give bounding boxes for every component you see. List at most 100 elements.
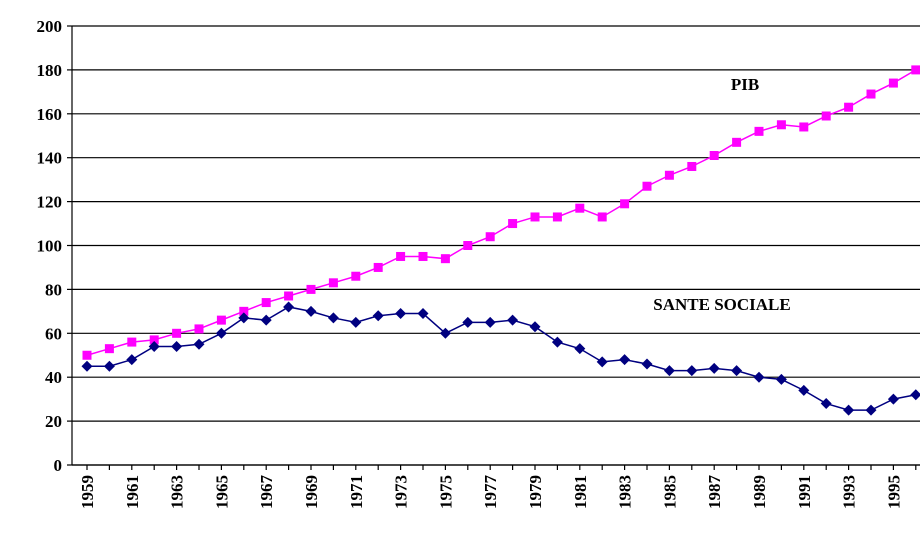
- marker: [171, 341, 182, 352]
- y-tick-label: 20: [45, 412, 62, 431]
- marker: [486, 232, 495, 241]
- x-tick-label: 1969: [302, 475, 321, 509]
- marker: [888, 394, 899, 405]
- marker: [843, 405, 854, 416]
- marker: [105, 344, 114, 353]
- marker: [866, 405, 877, 416]
- page: {"chart_data": {"type": "line", "categor…: [0, 0, 920, 541]
- marker: [530, 321, 541, 332]
- marker: [664, 365, 675, 376]
- marker: [910, 389, 920, 400]
- y-tick-label: 180: [37, 61, 63, 80]
- marker: [126, 354, 137, 365]
- x-tick-label: 1987: [705, 475, 724, 510]
- x-tick-label: 1989: [750, 475, 769, 509]
- x-tick-label: 1993: [840, 475, 859, 509]
- x-tick-label: 1981: [571, 475, 590, 509]
- marker: [194, 339, 205, 350]
- x-tick-label: 1963: [168, 475, 187, 509]
- chart: 0204060801001201401601802001959196119631…: [0, 0, 920, 541]
- marker: [462, 317, 473, 328]
- series-line: [87, 307, 916, 410]
- marker: [597, 356, 608, 367]
- marker: [799, 122, 808, 131]
- marker: [755, 127, 764, 136]
- marker: [172, 329, 181, 338]
- marker: [463, 241, 472, 250]
- marker: [643, 182, 652, 191]
- marker: [104, 361, 115, 372]
- marker: [328, 312, 339, 323]
- marker: [822, 111, 831, 120]
- x-tick-label: 1965: [212, 475, 231, 509]
- y-tick-label: 60: [45, 324, 62, 343]
- marker: [665, 171, 674, 180]
- marker: [195, 324, 204, 333]
- marker: [508, 219, 517, 228]
- y-tick-label: 160: [37, 105, 63, 124]
- marker: [619, 354, 630, 365]
- marker: [844, 103, 853, 112]
- x-tick-label: 1977: [481, 475, 500, 510]
- marker: [686, 365, 697, 376]
- marker: [732, 138, 741, 147]
- marker: [776, 374, 787, 385]
- x-tick-label: 1967: [257, 475, 276, 510]
- marker: [374, 263, 383, 272]
- marker: [283, 301, 294, 312]
- x-tick-label: 1973: [392, 475, 411, 509]
- marker: [396, 252, 405, 261]
- y-tick-label: 100: [37, 237, 63, 256]
- marker: [395, 308, 406, 319]
- marker: [127, 338, 136, 347]
- marker: [777, 120, 786, 129]
- marker: [217, 316, 226, 325]
- x-tick-label: 1979: [526, 475, 545, 509]
- marker: [575, 204, 584, 213]
- marker: [710, 151, 719, 160]
- marker: [485, 317, 496, 328]
- y-tick-label: 80: [45, 280, 62, 299]
- legend-label: SANTE SOCIALE: [653, 295, 790, 314]
- y-tick-label: 140: [37, 149, 63, 168]
- marker: [709, 363, 720, 374]
- marker: [553, 212, 562, 221]
- y-tick-label: 120: [37, 193, 63, 212]
- marker: [620, 199, 629, 208]
- marker: [373, 310, 384, 321]
- marker: [216, 328, 227, 339]
- x-tick-label: 1959: [78, 475, 97, 509]
- marker: [307, 285, 316, 294]
- legend-label: PIB: [731, 75, 759, 94]
- marker: [867, 90, 876, 99]
- y-tick-label: 40: [45, 368, 62, 387]
- marker: [329, 278, 338, 287]
- marker: [889, 79, 898, 88]
- marker: [441, 254, 450, 263]
- y-tick-label: 200: [37, 17, 63, 36]
- x-tick-label: 1985: [660, 475, 679, 509]
- marker: [574, 343, 585, 354]
- marker: [284, 291, 293, 300]
- marker: [598, 212, 607, 221]
- x-tick-label: 1971: [347, 475, 366, 509]
- marker: [83, 351, 92, 360]
- marker: [798, 385, 809, 396]
- marker: [642, 359, 653, 370]
- marker: [552, 337, 563, 348]
- marker: [507, 315, 518, 326]
- marker: [351, 272, 360, 281]
- x-tick-label: 1961: [123, 475, 142, 509]
- marker: [82, 361, 93, 372]
- marker: [687, 162, 696, 171]
- marker: [731, 365, 742, 376]
- marker: [262, 298, 271, 307]
- x-tick-label: 1983: [616, 475, 635, 509]
- marker: [754, 372, 765, 383]
- marker: [350, 317, 361, 328]
- marker: [531, 212, 540, 221]
- x-tick-label: 1975: [436, 475, 455, 509]
- series-line: [87, 70, 916, 355]
- marker: [261, 315, 272, 326]
- marker: [306, 306, 317, 317]
